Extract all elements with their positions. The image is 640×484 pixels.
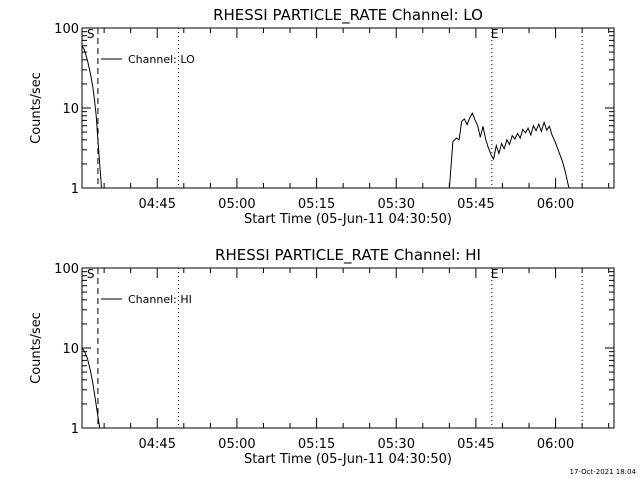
time-marker-label: E — [491, 267, 499, 281]
time-marker-label: E — [491, 27, 499, 41]
x-axis-label: Start Time (05-Jun-11 04:30:50) — [244, 452, 452, 467]
x-tick-label: 04:45 — [139, 437, 176, 452]
series-line — [448, 112, 570, 189]
x-tick-label: 05:15 — [298, 197, 335, 212]
time-marker-label: S — [87, 27, 95, 41]
time-marker-label: S — [87, 267, 95, 281]
x-axis-label: Start Time (05-Jun-11 04:30:50) — [244, 212, 452, 227]
x-tick-label: 06:00 — [537, 437, 574, 452]
y-tick-label: 1 — [71, 182, 79, 197]
x-tick-label: 06:00 — [537, 197, 574, 212]
series-line — [81, 347, 101, 429]
x-tick-label: 04:45 — [139, 197, 176, 212]
x-tick-label: 05:30 — [378, 437, 415, 452]
series-line — [81, 45, 102, 189]
chart-title: RHESSI PARTICLE_RATE Channel: HI — [215, 246, 481, 265]
x-tick-label: 05:15 — [298, 437, 335, 452]
y-axis-label: Counts/sec — [29, 312, 44, 384]
y-tick-label: 1 — [71, 422, 79, 437]
x-tick-label: 05:45 — [457, 197, 494, 212]
chart-title: RHESSI PARTICLE_RATE Channel: LO — [213, 6, 483, 25]
y-tick-label: 10 — [62, 342, 79, 357]
y-axis-label: Counts/sec — [29, 72, 44, 144]
footer-date-stamp: 17-Oct-2021 18:04 — [570, 468, 637, 476]
x-tick-label: 05:00 — [218, 437, 255, 452]
legend-label: Channel: HI — [128, 293, 192, 306]
x-tick-label: 05:45 — [457, 437, 494, 452]
y-tick-label: 100 — [54, 22, 79, 37]
y-tick-label: 100 — [54, 262, 79, 277]
x-tick-label: 05:00 — [218, 197, 255, 212]
legend-label: Channel: LO — [128, 53, 195, 66]
x-tick-label: 05:30 — [378, 197, 415, 212]
plot-frame — [81, 27, 615, 189]
y-tick-label: 10 — [62, 102, 79, 117]
plot-frame — [81, 267, 615, 429]
